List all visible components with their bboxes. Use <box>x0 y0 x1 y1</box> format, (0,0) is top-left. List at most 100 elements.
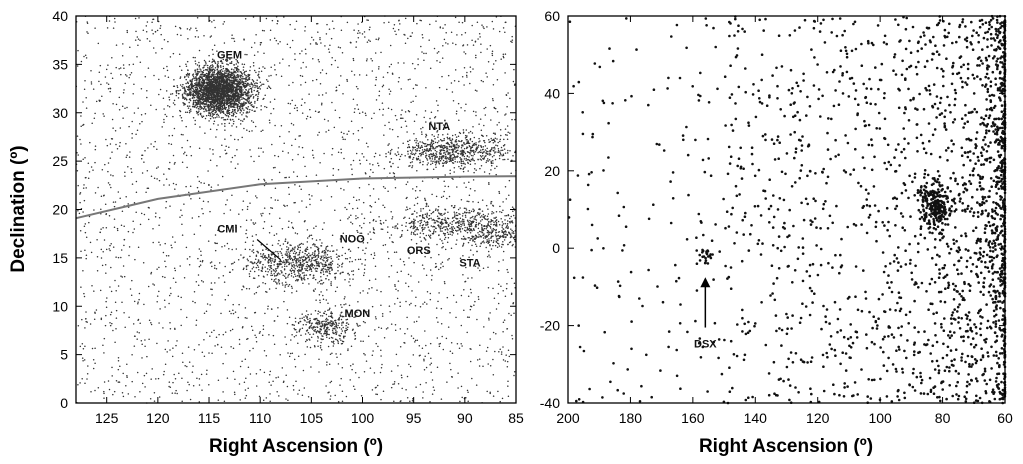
left-cluster-point <box>239 123 242 125</box>
left-scatter-point <box>450 31 453 34</box>
left-scatter-point <box>265 17 268 20</box>
left-cluster-point <box>238 85 241 88</box>
left-scatter-point <box>204 132 206 134</box>
left-scatter-point <box>116 147 119 150</box>
left-scatter-point <box>146 21 149 23</box>
left-scatter-point <box>176 340 178 342</box>
left-scatter-point <box>382 244 385 247</box>
left-scatter-point <box>451 91 454 93</box>
left-scatter-point <box>270 74 272 77</box>
left-scatter-point <box>181 352 184 355</box>
left-scatter-point <box>370 117 373 120</box>
left-scatter-point <box>167 104 169 107</box>
left-scatter-point <box>478 123 480 125</box>
left-scatter-point <box>413 120 416 122</box>
left-scatter-point <box>424 255 426 258</box>
left-scatter-point <box>357 36 360 39</box>
left-cluster-point <box>207 96 209 99</box>
left-scatter-point <box>506 360 509 363</box>
left-cluster-point <box>248 111 251 113</box>
left-scatter-point <box>90 83 93 85</box>
left-scatter-point <box>374 316 377 318</box>
left-scatter-point <box>357 258 360 261</box>
left-scatter-point <box>466 331 468 334</box>
left-scatter-point <box>158 216 161 219</box>
left-scatter-point <box>262 399 265 402</box>
left-scatter-point <box>104 264 107 266</box>
left-scatter-point <box>158 224 160 227</box>
left-cluster-point <box>201 79 204 82</box>
left-scatter-point <box>274 154 276 157</box>
left-cluster-point <box>223 79 226 82</box>
left-scatter-point <box>394 178 396 181</box>
left-scatter-point <box>320 348 323 351</box>
left-scatter-point <box>459 400 461 403</box>
left-scatter-point <box>334 59 337 62</box>
left-scatter-point <box>420 128 422 130</box>
left-cluster-point <box>240 109 242 112</box>
left-scatter-point <box>250 155 252 158</box>
left-cluster-point <box>194 105 197 107</box>
left-cluster-point <box>207 86 210 88</box>
left-cluster-point <box>215 84 218 87</box>
left-scatter-point <box>320 199 322 201</box>
left-scatter-point <box>366 58 368 60</box>
left-scatter-point <box>181 400 183 403</box>
left-scatter-point <box>299 74 302 77</box>
left-cluster-point <box>222 111 224 114</box>
left-scatter-point <box>401 224 403 226</box>
left-scatter-point <box>469 360 472 363</box>
left-scatter-point <box>369 221 371 224</box>
left-scatter-point <box>147 187 150 189</box>
left-scatter-point <box>440 263 442 265</box>
left-cluster-point <box>185 78 187 81</box>
left-scatter-point <box>507 380 509 383</box>
left-scatter-point <box>150 271 153 274</box>
left-scatter-point <box>352 98 355 100</box>
left-scatter-point <box>408 250 410 252</box>
left-scatter-point <box>128 246 131 248</box>
left-scatter-point <box>117 381 120 383</box>
left-scatter-point <box>146 89 148 92</box>
left-scatter-point <box>454 16 457 19</box>
left-cluster-point <box>207 73 210 75</box>
left-scatter-point <box>209 335 211 337</box>
left-scatter-point <box>506 365 509 368</box>
left-scatter-point <box>315 174 318 176</box>
left-scatter-point <box>184 151 186 154</box>
left-scatter-point <box>237 139 239 141</box>
left-cluster-point <box>229 103 232 105</box>
left-scatter-point <box>198 378 201 380</box>
left-scatter-point <box>286 43 289 46</box>
left-scatter-point <box>154 140 156 143</box>
left-scatter-point <box>168 99 171 101</box>
left-scatter-point <box>164 242 166 245</box>
left-scatter-point <box>380 355 382 357</box>
left-scatter-point <box>123 67 125 70</box>
left-scatter-point <box>111 151 113 153</box>
left-cluster-point <box>222 94 225 97</box>
left-scatter-point <box>169 287 172 289</box>
left-scatter-point <box>506 224 508 227</box>
left-scatter-point <box>420 219 423 221</box>
left-scatter-point <box>163 370 165 373</box>
left-cluster-point <box>244 102 247 104</box>
left-scatter-point <box>252 249 255 251</box>
left-cluster-point <box>206 90 208 93</box>
left-cluster-point <box>182 97 184 99</box>
left-scatter-point <box>309 108 311 111</box>
left-cluster-point <box>195 99 198 101</box>
left-cluster-point <box>235 71 237 74</box>
left-scatter-point <box>326 361 328 363</box>
left-scatter-point <box>337 363 340 365</box>
left-scatter-point <box>101 264 104 267</box>
left-scatter-point <box>255 291 258 294</box>
left-cluster-point <box>231 105 234 108</box>
left-scatter-point <box>482 80 484 83</box>
left-scatter-point <box>396 297 399 300</box>
left-cluster-point <box>244 82 247 85</box>
left-cluster-point <box>195 75 197 78</box>
left-scatter-point <box>362 241 365 244</box>
left-cluster-point <box>239 100 241 102</box>
left-scatter-point <box>263 184 266 187</box>
